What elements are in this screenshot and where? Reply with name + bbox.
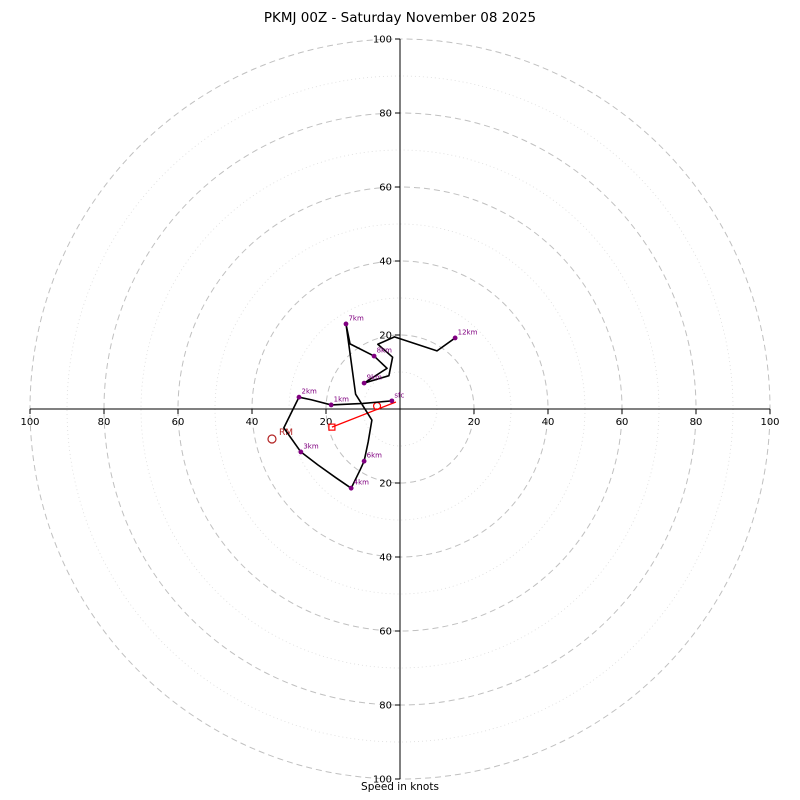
- plot-layer: 20 20 20 20 40 40 40 40 60 60 60 60 80 80 80 80 100 100 10…: [20, 35, 779, 786]
- axis-tick-label: 60: [379, 183, 392, 194]
- height-marker-label: 6km: [367, 452, 383, 460]
- axis-tick-label: 40: [379, 553, 392, 564]
- height-marker-label: 12km: [458, 328, 478, 336]
- height-marker-label: 1km: [334, 395, 350, 403]
- height-marker-dot: [452, 335, 458, 341]
- height-marker-dot: [296, 394, 302, 400]
- axis-tick-label: 20: [379, 479, 392, 490]
- axis-tick-label: 80: [379, 109, 392, 120]
- axis-tick-label: 100: [760, 417, 779, 428]
- axis-tick-label: 100: [373, 775, 392, 786]
- right-mover-label: RM: [279, 428, 293, 438]
- axis-tick-label: 80: [690, 417, 703, 428]
- height-marker-dot: [371, 353, 377, 359]
- axis-tick-label: 40: [246, 417, 259, 428]
- axis-tick-label: 40: [542, 417, 555, 428]
- height-marker-label: 4km: [354, 479, 370, 487]
- height-marker-label: 9km: [367, 374, 383, 382]
- axis-tick-label: 100: [20, 417, 39, 428]
- right-mover-marker: [267, 434, 277, 444]
- height-marker-dot: [298, 449, 304, 455]
- storm-motion-vector: [331, 401, 397, 428]
- axis-tick-label: 100: [373, 35, 392, 46]
- wind-trace: [283, 323, 456, 489]
- axis-tick-label: 80: [98, 417, 111, 428]
- axis-tick-label: 20: [468, 417, 481, 428]
- x-axis-label: Speed in knots: [361, 781, 439, 793]
- height-marker-dot: [348, 485, 354, 491]
- height-marker-dot: [361, 380, 367, 386]
- height-marker-label: 8km: [377, 347, 393, 355]
- axis-tick-label: 80: [379, 701, 392, 712]
- height-marker-label: 7km: [348, 314, 364, 322]
- height-marker-label: 3km: [303, 442, 319, 450]
- height-marker-dot: [389, 398, 395, 404]
- axis-tick-label: 60: [616, 417, 629, 428]
- axis-tick-label: 20: [320, 417, 333, 428]
- chart-title: PKMJ 00Z - Saturday November 08 2025: [264, 10, 536, 26]
- storm-vector-circle-marker: [372, 401, 382, 411]
- height-marker-dot: [328, 402, 334, 408]
- height-marker-dot: [361, 458, 367, 464]
- axis-tick-label: 60: [379, 627, 392, 638]
- height-marker-dot: [343, 321, 349, 327]
- height-marker-label: sfc: [394, 391, 404, 399]
- height-marker-label: 2km: [301, 388, 317, 396]
- axis-tick-label: 20: [379, 331, 392, 342]
- storm-vector-square-marker: [328, 423, 336, 431]
- axis-tick-label: 60: [172, 417, 185, 428]
- axis-tick-label: 40: [379, 257, 392, 268]
